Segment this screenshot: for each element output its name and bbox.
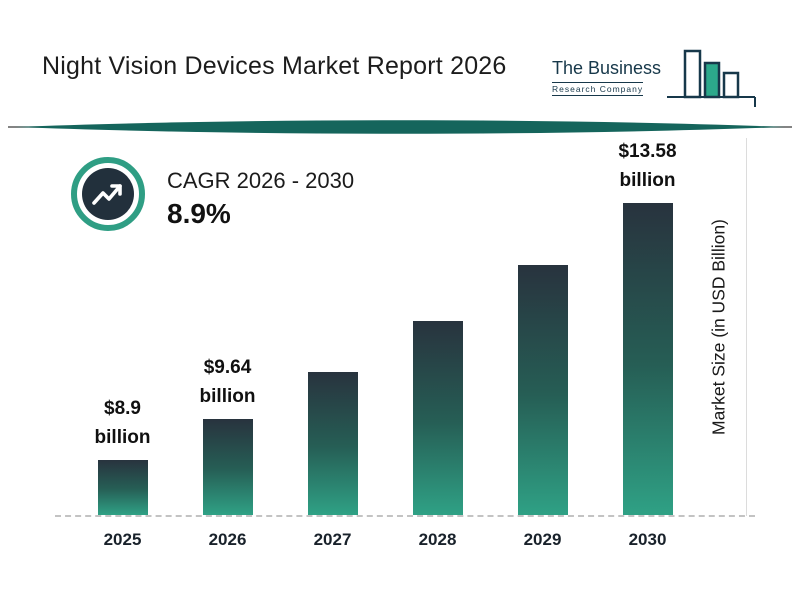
bar-value-label-2030: $13.58 billion bbox=[618, 141, 677, 191]
right-axis-line bbox=[746, 138, 747, 516]
y-axis-title: Market Size (in USD Billion) bbox=[708, 219, 729, 436]
bar-2030 bbox=[622, 203, 673, 515]
x-axis-label-2026: 2026 bbox=[208, 530, 247, 549]
bar-2026 bbox=[202, 419, 253, 515]
company-name: The Business bbox=[552, 58, 662, 78]
x-axis-label-2030: 2030 bbox=[628, 530, 667, 549]
x-axis-label-2028: 2028 bbox=[418, 530, 457, 549]
page-title: Night Vision Devices Market Report 2026 bbox=[42, 52, 507, 80]
bar-column-2026: $9.64 billion bbox=[175, 354, 280, 515]
bar-chart-logo-icon bbox=[667, 49, 757, 107]
x-axis-label-2027: 2027 bbox=[313, 530, 352, 549]
bar-2029 bbox=[517, 265, 568, 515]
bar-column-2030: $13.58 billion bbox=[595, 138, 700, 515]
company-subname: Research Company bbox=[552, 82, 644, 96]
bar-2025 bbox=[97, 460, 148, 515]
bar-value-label-2025: $8.9 billion bbox=[94, 398, 151, 448]
bar-2027 bbox=[307, 372, 358, 515]
x-axis-label-2025: 2025 bbox=[103, 530, 142, 549]
x-axis-label-2029: 2029 bbox=[523, 530, 562, 549]
company-logo: The Business Research Company bbox=[552, 33, 762, 111]
bar-column-2028 bbox=[385, 321, 490, 515]
bar-column-2029 bbox=[490, 265, 595, 515]
bars-row: $8.9 billion $9.64 billion $13.58 billion bbox=[70, 140, 700, 515]
bar-column-2027 bbox=[280, 372, 385, 515]
bar-column-2025: $8.9 billion bbox=[70, 395, 175, 515]
x-axis-line bbox=[55, 515, 755, 517]
company-logo-text: The Business Research Company bbox=[552, 58, 661, 97]
bar-chart: $8.9 billion $9.64 billion $13.58 billion bbox=[70, 140, 700, 515]
x-axis-labels: 2025 2026 2027 2028 2029 2030 bbox=[70, 530, 700, 550]
trend-up-icon bbox=[71, 157, 145, 231]
bar-value-label-2026: $9.64 billion bbox=[199, 357, 256, 407]
divider-ornament bbox=[8, 120, 792, 134]
cagr-period-label: CAGR 2026 - 2030 bbox=[167, 168, 355, 193]
cagr-value: 8.9% bbox=[167, 198, 231, 229]
bar-2028 bbox=[412, 321, 463, 515]
